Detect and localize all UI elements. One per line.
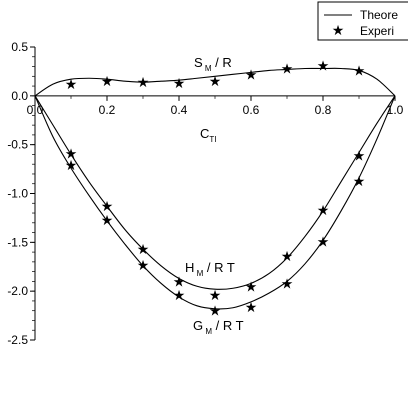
curve-label-sm-r: S M / R: [194, 55, 232, 73]
experiment-point-gm-rt: ★: [173, 287, 186, 303]
experiment-point-sm-r: ★: [209, 73, 222, 89]
y-tick-label: -1.5: [7, 235, 28, 249]
experiment-point-hm-rt: ★: [65, 145, 78, 161]
experiment-point-sm-r: ★: [317, 58, 330, 74]
x-axis: 0.0 0.2 0.4 0.6 0.8 1.0: [27, 95, 404, 117]
legend-star-swatch: ★: [332, 22, 345, 38]
experiment-point-gm-rt: ★: [101, 212, 114, 228]
theory-curve-gm-rt: [34, 95, 396, 310]
legend: Theore ★ Experi: [317, 1, 408, 41]
y-tick-label: -1.0: [7, 187, 28, 201]
experiment-point-hm-rt: ★: [353, 147, 366, 163]
y-tick-label: 0.5: [11, 40, 28, 54]
experiment-point-hm-rt: ★: [317, 202, 330, 218]
theory-curves: [34, 67, 396, 310]
theory-curve-sm-r: [34, 67, 396, 97]
x-axis-title: CTI: [200, 126, 217, 144]
y-tick-label: 0.0: [11, 89, 28, 103]
experiment-point-hm-rt: ★: [245, 278, 258, 294]
experiment-point-sm-r: ★: [281, 60, 294, 76]
experiment-point-gm-rt: ★: [245, 299, 258, 315]
experiment-point-sm-r: ★: [173, 75, 186, 91]
experiment-point-sm-r: ★: [101, 73, 114, 89]
x-tick-label: 0.4: [171, 103, 188, 117]
experiment-point-gm-rt: ★: [209, 303, 222, 319]
y-tick-label: -2.0: [7, 284, 28, 298]
experiment-point-hm-rt: ★: [137, 241, 150, 257]
x-axis-title-sub: TI: [209, 135, 216, 144]
experiment-point-sm-r: ★: [65, 76, 78, 92]
y-tick-label: -2.5: [7, 333, 28, 347]
experiment-point-sm-r: ★: [137, 74, 150, 90]
y-axis: 0.5 0.0 -0.5 -1.0 -1.5 -2.0 -2.5: [7, 40, 36, 347]
theory-curve-hm-rt: [34, 95, 396, 290]
experiment-point-gm-rt: ★: [317, 233, 330, 249]
experiment-point-gm-rt: ★: [137, 257, 150, 273]
experiment-point-gm-rt: ★: [353, 173, 366, 189]
experiment-point-sm-r: ★: [353, 62, 366, 78]
curve-labels: S M / R H M / R T G M / R T: [185, 55, 244, 336]
experiment-point-hm-rt: ★: [209, 287, 222, 303]
curve-label-gm-rt: G M / R T: [193, 318, 244, 336]
experiment-markers: ★ ★ ★ ★ ★ ★ ★ ★ ★★★★★★★★★★★★★★★ ★★★★: [65, 58, 366, 319]
x-tick-label: 0.2: [99, 103, 116, 117]
legend-box: [317, 1, 408, 41]
experiment-point-sm-r: ★: [245, 66, 258, 82]
experiment-point-hm-rt: ★: [281, 248, 294, 264]
y-tick-label: -0.5: [7, 138, 28, 152]
legend-label-theory: Theore: [360, 8, 398, 22]
x-axis-title-main: C: [200, 126, 209, 141]
experiment-point-gm-rt: ★: [281, 275, 294, 291]
experiment-point-hm-rt: ★: [101, 198, 114, 214]
curve-label-hm-rt: H M / R T: [185, 260, 235, 278]
x-tick-label: 0.6: [243, 103, 260, 117]
x-tick-label: 0.8: [315, 103, 332, 117]
experiment-point-gm-rt: ★: [65, 157, 78, 173]
experiment-point-hm-rt: ★: [173, 273, 186, 289]
legend-label-experiment: Experi: [360, 24, 394, 38]
